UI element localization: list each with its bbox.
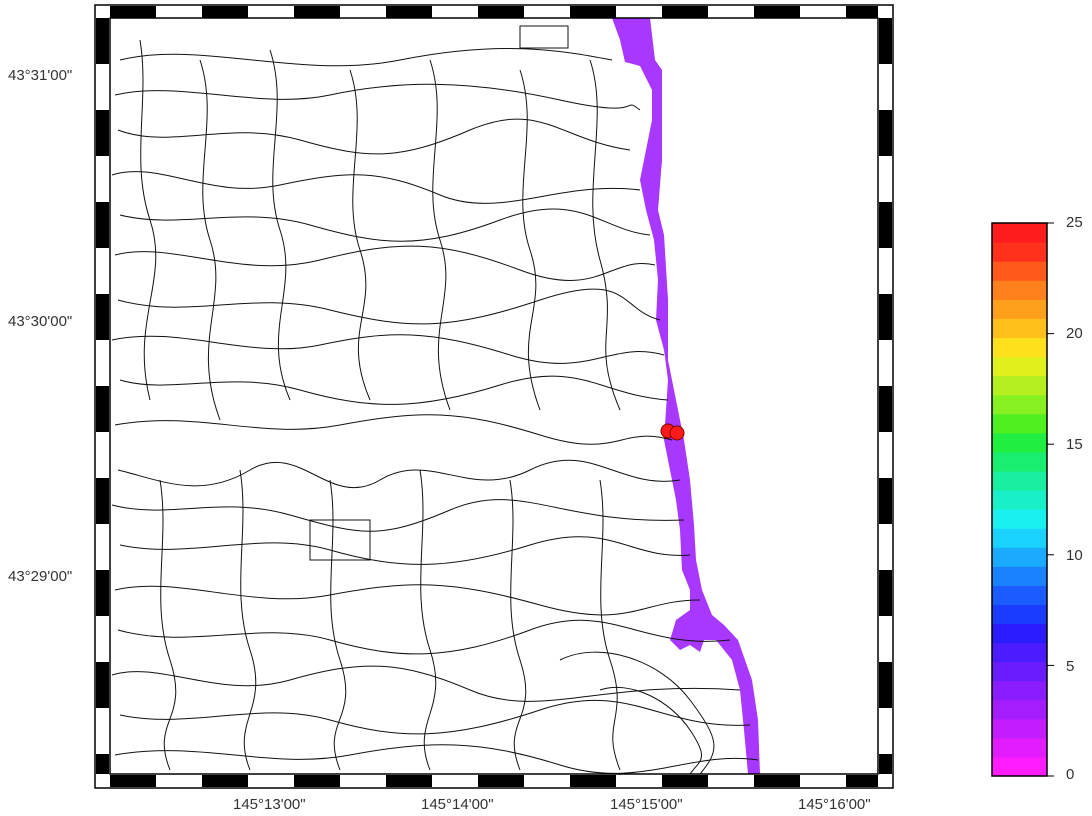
contour-lines [111, 25, 759, 774]
map-outer-border [94, 4, 894, 789]
colorbar-swatch [992, 737, 1047, 758]
colorbar-swatch [992, 375, 1047, 396]
colorbar-tick-5: 5 [1066, 658, 1075, 675]
inundation-area [612, 18, 760, 774]
frame-band-segment [879, 478, 892, 524]
frame-band-segment [294, 775, 340, 787]
colorbar-swatch [992, 661, 1047, 682]
frame-band-segment [110, 775, 156, 787]
colorbar-swatch [992, 223, 1047, 243]
colorbar-swatch [992, 280, 1047, 300]
colorbar-swatch [992, 528, 1047, 548]
frame-band-segment [386, 6, 432, 18]
frame-band-segment [662, 775, 708, 787]
frame-band-segment [879, 570, 892, 616]
lon-label-3: 145°15'00" [610, 796, 683, 813]
frame-band-segment [202, 6, 248, 18]
frame-band-segment [662, 6, 708, 18]
lat-label-1: 43°31'00" [8, 67, 73, 84]
frame-band-segment [570, 775, 616, 787]
colorbar-tick-20: 20 [1066, 325, 1083, 342]
map-frame [95, 5, 893, 788]
colorbar-swatch [992, 566, 1047, 586]
frame-band-segment [110, 6, 156, 18]
colorbar-swatch [992, 451, 1047, 472]
colorbar-swatch [992, 489, 1047, 510]
frame-band-segment [294, 6, 340, 18]
frame-band-segment [879, 662, 892, 708]
colorbar-swatch [992, 718, 1047, 739]
frame-band-segment [96, 478, 109, 524]
frame-band-segment [96, 294, 109, 340]
colorbar-swatch [992, 394, 1047, 415]
frame-band-segment [96, 662, 109, 708]
frame-band-segment [386, 775, 432, 787]
colorbar-swatch [992, 585, 1047, 605]
frame-band-segment [570, 6, 616, 18]
lon-label-4: 145°16'00" [798, 796, 871, 813]
colorbar-swatch [992, 356, 1047, 377]
colorbar-tick-25: 25 [1066, 214, 1083, 231]
lon-label-2: 145°14'00" [421, 796, 494, 813]
frame-band-segment [879, 110, 892, 156]
colorbar-ticks [1047, 222, 1054, 777]
colorbar-tick-10: 10 [1066, 547, 1083, 564]
frame-band-segment [879, 754, 892, 774]
colorbar-swatch [992, 756, 1047, 777]
frame-band-segment [96, 754, 109, 774]
marker-point-2 [669, 425, 685, 441]
frame-band-segment [754, 775, 800, 787]
colorbar-swatch [992, 242, 1047, 262]
frame-band-segment [879, 18, 892, 64]
frame-band-segment [478, 775, 524, 787]
colorbar-swatch [992, 470, 1047, 491]
frame-band-segment [202, 775, 248, 787]
frame-band-segment [96, 110, 109, 156]
colorbar-swatch [992, 432, 1047, 453]
colorbar-swatch [992, 699, 1047, 720]
frame-band-segment [754, 6, 800, 18]
colorbar-swatch [992, 547, 1047, 567]
colorbar-swatch [992, 680, 1047, 701]
colorbar-swatch [992, 623, 1047, 644]
lon-label-1: 145°13'00" [233, 796, 306, 813]
colorbar-swatch [992, 413, 1047, 434]
frame-band-segment [478, 6, 524, 18]
frame-band-segment [879, 202, 892, 248]
frame-band-segment [879, 386, 892, 432]
colorbar-tick-15: 15 [1066, 436, 1083, 453]
colorbar-tick-0: 0 [1066, 766, 1075, 783]
frame-band-segment [846, 6, 878, 18]
map-frame-ticks [96, 6, 892, 787]
frame-band-segment [846, 775, 878, 787]
colorbar-swatch [992, 604, 1047, 625]
frame-band-segment [96, 386, 109, 432]
colorbar-border [991, 222, 1048, 777]
frame-band-segment [96, 18, 109, 64]
colorbar-swatch [992, 318, 1047, 339]
colorbar-swatch [992, 261, 1047, 281]
colorbar-swatch [992, 337, 1047, 358]
frame-band-segment [879, 294, 892, 340]
colorbar-swatch [992, 299, 1047, 319]
lat-label-2: 43°30'00" [8, 313, 73, 330]
lat-label-3: 43°29'00" [8, 568, 73, 585]
colorbar-swatch [992, 642, 1047, 663]
frame-band-segment [96, 202, 109, 248]
colorbar [992, 223, 1047, 777]
colorbar-swatch [992, 509, 1047, 529]
frame-band-segment [96, 570, 109, 616]
